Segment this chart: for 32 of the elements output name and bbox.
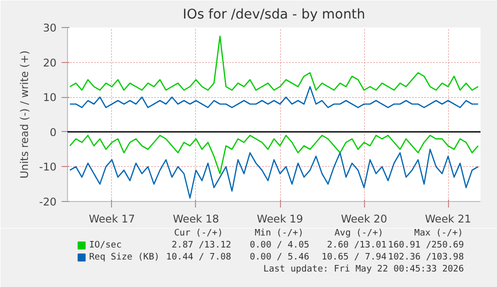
text: 160.91 /250.69 bbox=[388, 240, 464, 250]
y-tick-label: 10 bbox=[42, 91, 57, 104]
text: 102.36 /103.98 bbox=[388, 252, 464, 262]
line-series bbox=[69, 134, 479, 174]
chart-title: IOs for /dev/sda - by month bbox=[182, 8, 366, 22]
text: 2.87 /13.12 bbox=[172, 240, 232, 250]
text: Cur (-/+) bbox=[174, 228, 223, 238]
legend-label: IO/sec bbox=[89, 240, 122, 250]
x-tick-label: Week 19 bbox=[256, 212, 304, 226]
y-axis-title: Units read (-) / write (+) bbox=[18, 50, 32, 178]
line-series bbox=[69, 36, 479, 91]
y-tick-label: 0 bbox=[50, 126, 57, 139]
x-tick-label: Week 21 bbox=[425, 212, 472, 226]
x-tick-label: Week 18 bbox=[172, 212, 220, 226]
text: 2.60 /13.01 bbox=[326, 240, 387, 250]
text: Last update: Fri May 22 00:45:33 2026 bbox=[263, 264, 464, 274]
text: 10.65 / 7.94 bbox=[322, 252, 387, 262]
line-series bbox=[69, 148, 479, 199]
legend-label: Req Size (KB) bbox=[89, 252, 160, 262]
x-tick-label: Week 20 bbox=[340, 212, 388, 226]
text: 0.00 / 4.05 bbox=[250, 240, 310, 250]
text: 10.44 / 7.08 bbox=[166, 252, 232, 262]
y-tick-label: -20 bbox=[39, 196, 57, 208]
line-series bbox=[69, 86, 479, 108]
text: 0.00 / 5.46 bbox=[250, 252, 310, 262]
y-tick-label: -10 bbox=[39, 160, 57, 174]
text: Min (-/+) bbox=[254, 228, 304, 238]
text: Max (-/+) bbox=[414, 228, 464, 238]
y-tick-label: 20 bbox=[42, 56, 57, 70]
text: Avg (-/+) bbox=[334, 228, 384, 238]
y-tick-label: 30 bbox=[42, 22, 57, 34]
x-tick-label: Week 17 bbox=[88, 212, 136, 226]
